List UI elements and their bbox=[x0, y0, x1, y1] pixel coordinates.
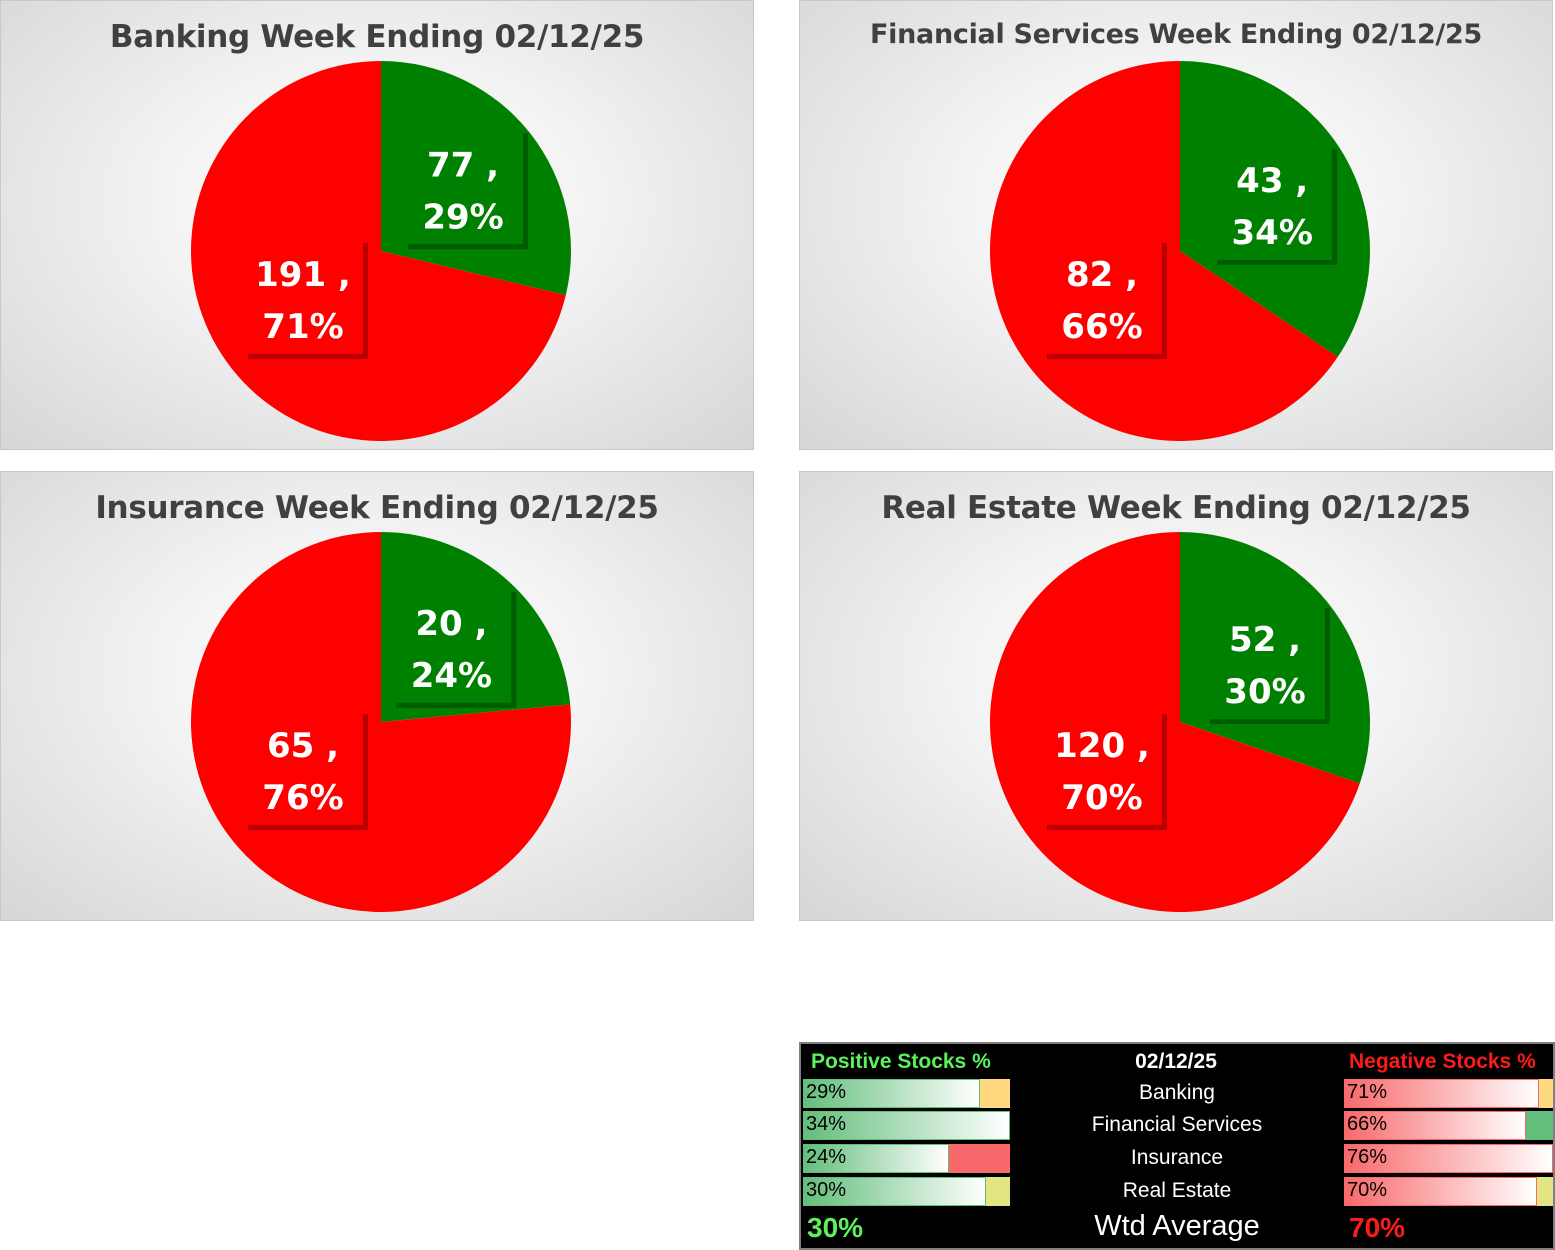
negative-bar-cell: 71% bbox=[1344, 1079, 1553, 1108]
negative-bar-cell: 66% bbox=[1344, 1111, 1553, 1140]
positive-indicator bbox=[949, 1144, 1010, 1173]
table-row: 24% Insurance 76% bbox=[801, 1143, 1553, 1175]
negative-data-bar bbox=[1344, 1079, 1539, 1108]
data-label-percent: 29% bbox=[422, 197, 503, 237]
positive-indicator bbox=[986, 1177, 1010, 1206]
data-label-box bbox=[1204, 603, 1325, 720]
chart-title: Insurance Week Ending 02/12/25 bbox=[95, 490, 659, 526]
negative-value: 71% bbox=[1347, 1081, 1388, 1103]
data-label-box bbox=[403, 128, 524, 245]
positive-data-bar bbox=[803, 1079, 980, 1108]
data-label-box bbox=[1042, 709, 1162, 825]
financial-services-pie-chart: Financial Services Week Ending 02/12/25 … bbox=[799, 0, 1553, 450]
data-label-negative: 120 , 70% bbox=[1042, 709, 1167, 830]
summary-table: Positive Stocks % 02/12/25 Negative Stoc… bbox=[799, 1042, 1555, 1250]
data-label-box bbox=[243, 709, 363, 825]
data-label-positive: 77 , 29% bbox=[403, 128, 529, 250]
sector-label: Financial Services bbox=[1091, 1113, 1263, 1136]
data-label-negative: 82 , 66% bbox=[1042, 238, 1167, 359]
weighted-average-label: Wtd Average bbox=[1094, 1210, 1260, 1242]
negative-value: 70% bbox=[1347, 1179, 1388, 1201]
positive-bar-cell: 34% bbox=[803, 1111, 1010, 1140]
sector-label: Real Estate bbox=[1122, 1179, 1232, 1202]
data-label-percent: 70% bbox=[1061, 778, 1142, 818]
weighted-average-negative: 70% bbox=[1349, 1212, 1406, 1243]
negative-indicator bbox=[1526, 1111, 1553, 1140]
data-label-positive: 52 , 30% bbox=[1204, 603, 1330, 725]
negative-indicator bbox=[1539, 1079, 1553, 1108]
chart-title: Banking Week Ending 02/12/25 bbox=[109, 19, 645, 55]
sector-label: Banking bbox=[1139, 1081, 1215, 1104]
chart-title: Financial Services Week Ending 02/12/25 bbox=[870, 19, 1482, 50]
data-label-value: 52 , bbox=[1229, 620, 1301, 660]
data-label-percent: 30% bbox=[1224, 672, 1305, 712]
data-label-value: 82 , bbox=[1066, 255, 1138, 295]
insurance-pie-svg: 20 , 24% 65 , 76% bbox=[190, 532, 571, 912]
data-label-box bbox=[243, 238, 363, 354]
positive-data-bar bbox=[803, 1177, 986, 1206]
positive-value: 24% bbox=[806, 1146, 847, 1168]
data-label-percent: 66% bbox=[1061, 307, 1142, 347]
data-label-negative: 65 , 76% bbox=[243, 709, 368, 830]
data-label-percent: 76% bbox=[262, 778, 343, 818]
data-label-value: 191 , bbox=[255, 255, 351, 295]
positive-value: 34% bbox=[806, 1113, 847, 1135]
positive-bar-cell: 30% bbox=[803, 1177, 1010, 1206]
positive-value: 29% bbox=[806, 1081, 847, 1103]
real-estate-pie-chart: Real Estate Week Ending 02/12/25 52 , 30%… bbox=[799, 471, 1553, 921]
data-label-box bbox=[1042, 238, 1162, 354]
banking-pie-svg: 77 , 29% 191 , 71% bbox=[191, 61, 571, 441]
positive-data-bar bbox=[803, 1144, 949, 1173]
negative-data-bar bbox=[1344, 1144, 1553, 1173]
table-row: 34% Financial Services 66% bbox=[801, 1110, 1553, 1142]
sector-label: Insurance bbox=[1130, 1146, 1224, 1169]
negative-bar-cell: 76% bbox=[1344, 1144, 1553, 1173]
real-estate-pie-svg: 52 , 30% 120 , 70% bbox=[990, 532, 1370, 912]
data-label-value: 77 , bbox=[427, 145, 499, 185]
insurance-pie-chart: Insurance Week Ending 02/12/25 20 , 24% 65… bbox=[0, 471, 754, 921]
positive-data-bar bbox=[803, 1111, 1010, 1140]
negative-stocks-header: Negative Stocks % bbox=[1349, 1050, 1536, 1073]
data-label-positive: 20 , 24% bbox=[391, 586, 517, 708]
data-label-value: 65 , bbox=[267, 726, 339, 766]
negative-data-bar bbox=[1344, 1111, 1526, 1140]
negative-bar-cell: 70% bbox=[1344, 1177, 1553, 1206]
summary-date: 02/12/25 bbox=[1135, 1050, 1217, 1073]
data-label-percent: 24% bbox=[411, 656, 492, 696]
financial-services-pie-svg: 43 , 34% 82 , 66% bbox=[990, 61, 1370, 441]
table-row: 29% Banking 71% bbox=[801, 1078, 1553, 1110]
data-label-negative: 191 , 71% bbox=[243, 238, 368, 359]
positive-bar-cell: 29% bbox=[803, 1079, 1010, 1108]
negative-value: 66% bbox=[1347, 1113, 1388, 1135]
positive-stocks-header: Positive Stocks % bbox=[811, 1050, 991, 1073]
weighted-average-positive: 30% bbox=[807, 1212, 864, 1243]
data-label-box bbox=[391, 586, 512, 703]
data-label-percent: 34% bbox=[1232, 213, 1313, 253]
negative-indicator bbox=[1537, 1177, 1553, 1206]
positive-value: 30% bbox=[806, 1179, 847, 1201]
banking-pie-chart: Banking Week Ending 02/12/25 77 , 29% 191 … bbox=[0, 0, 754, 450]
negative-value: 76% bbox=[1347, 1146, 1388, 1168]
data-label-value: 120 , bbox=[1054, 726, 1150, 766]
data-label-value: 20 , bbox=[415, 604, 487, 644]
data-label-box bbox=[1212, 143, 1333, 260]
data-label-percent: 71% bbox=[262, 307, 343, 347]
data-label-positive: 43 , 34% bbox=[1212, 143, 1338, 265]
chart-title: Real Estate Week Ending 02/12/25 bbox=[881, 490, 1471, 526]
positive-bar-cell: 24% bbox=[803, 1144, 1010, 1173]
negative-data-bar bbox=[1344, 1177, 1537, 1206]
positive-indicator bbox=[980, 1079, 1010, 1108]
table-row: 30% Real Estate 70% bbox=[801, 1176, 1553, 1208]
data-label-value: 43 , bbox=[1236, 161, 1308, 201]
